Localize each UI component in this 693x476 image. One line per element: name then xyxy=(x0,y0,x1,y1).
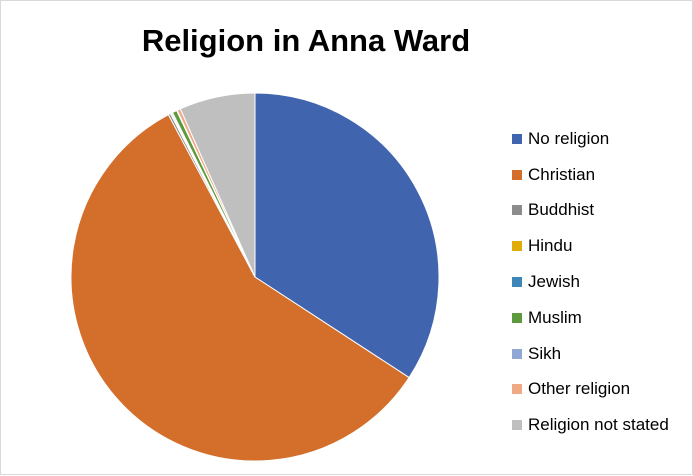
legend-item-jewish: Jewish xyxy=(512,264,669,300)
legend-item-muslim: Muslim xyxy=(512,300,669,336)
legend-swatch xyxy=(512,312,522,323)
legend-swatch xyxy=(512,241,522,252)
legend-label: Buddhist xyxy=(528,200,595,220)
pie-slice-christian xyxy=(70,113,410,462)
legend-swatch xyxy=(512,133,522,144)
chart-title: Religion in Anna Ward xyxy=(141,23,471,58)
legend-item-other-religion: Other religion xyxy=(512,372,669,408)
legend-label: No religion xyxy=(528,128,610,148)
legend-swatch xyxy=(512,420,522,431)
legend-item-buddhist: Buddhist xyxy=(512,193,669,229)
legend-swatch xyxy=(512,384,522,395)
legend-swatch xyxy=(512,169,522,180)
legend-label: Other religion xyxy=(528,379,631,399)
pie-slice-religion-not-stated xyxy=(179,92,256,278)
legend-swatch xyxy=(512,277,522,288)
legend-item-christian: Christian xyxy=(512,157,669,193)
legend-label: Hindu xyxy=(528,236,573,256)
legend-item-sikh: Sikh xyxy=(512,336,669,372)
legend-label: Christian xyxy=(528,164,596,184)
legend-item-no-religion: No religion xyxy=(512,121,669,157)
legend-swatch xyxy=(512,205,522,216)
legend-swatch xyxy=(512,348,522,359)
legend-label: Muslim xyxy=(528,307,582,327)
legend-label: Jewish xyxy=(528,272,580,292)
legend-item-hindu: Hindu xyxy=(512,228,669,264)
legend: No religion Christian Buddhist Hindu Jewish M… xyxy=(512,121,669,443)
legend-label: Religion not stated xyxy=(528,415,669,435)
legend-label: Sikh xyxy=(528,343,562,363)
legend-item-religion-not-stated: Religion not stated xyxy=(512,407,669,443)
